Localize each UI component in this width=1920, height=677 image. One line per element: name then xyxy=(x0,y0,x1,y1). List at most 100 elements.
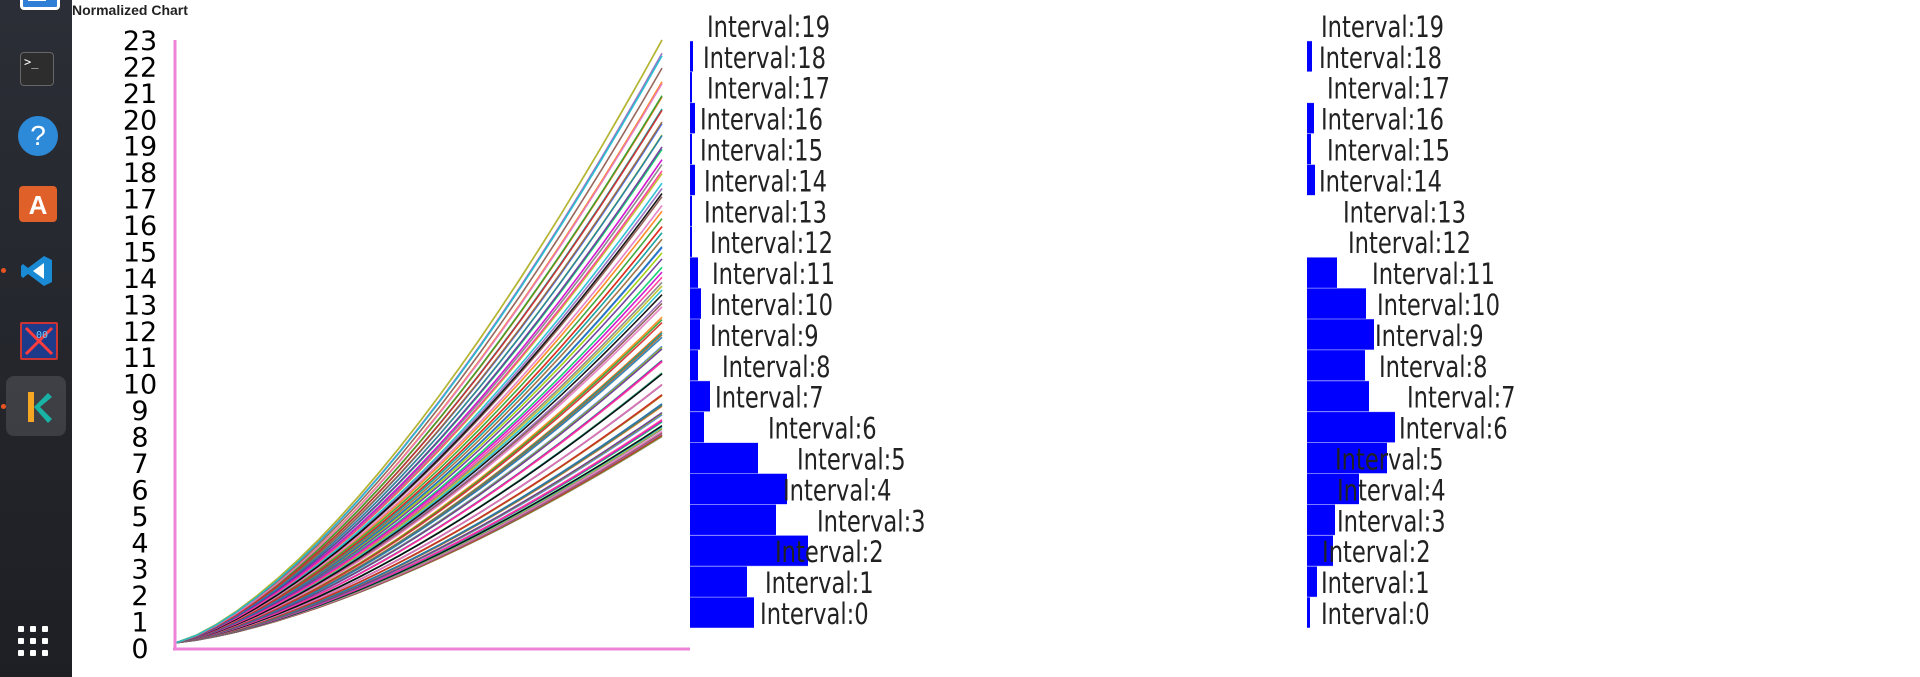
store-icon: A xyxy=(19,186,57,222)
bar-label: Interval:17 xyxy=(707,73,830,106)
line-series xyxy=(175,170,663,644)
bar xyxy=(1307,535,1333,567)
bar-label: Interval:11 xyxy=(712,258,835,291)
bar xyxy=(1307,597,1310,628)
dock-item-gitkraken[interactable] xyxy=(6,376,66,436)
bar xyxy=(1307,164,1315,196)
grid-icon[interactable] xyxy=(18,626,54,662)
bar-chart-right: Interval:0Interval:1Interval:2Interval:3… xyxy=(1307,11,1516,632)
y-tick-label: 17 xyxy=(123,185,157,216)
bar-label: Interval:10 xyxy=(710,289,833,322)
gitkraken-icon xyxy=(20,390,54,424)
dock-item-vscode[interactable] xyxy=(6,240,66,300)
page-title: Normalized Chart xyxy=(72,2,188,18)
bar-label: Interval:15 xyxy=(1327,135,1450,168)
bar-label: Interval:1 xyxy=(1321,567,1430,600)
line-series xyxy=(175,373,663,644)
bar-label: Interval:14 xyxy=(704,166,827,199)
line-series xyxy=(175,238,663,644)
dock-item-terminal[interactable]: >_ xyxy=(6,38,66,98)
bar xyxy=(690,71,692,103)
y-tick-label: 8 xyxy=(131,423,148,454)
bar xyxy=(690,288,701,319)
bar xyxy=(1307,411,1395,443)
bar xyxy=(1307,133,1311,165)
bar-label: Interval:19 xyxy=(1321,11,1444,44)
dock-item-hex-viewer[interactable]: 00 xyxy=(6,308,66,368)
bar-label: Interval:0 xyxy=(760,598,869,631)
y-tick-label: 12 xyxy=(123,317,157,348)
line-series xyxy=(175,361,663,644)
line-series xyxy=(175,193,663,644)
bar-label: Interval:7 xyxy=(1407,382,1516,415)
bar xyxy=(690,226,692,258)
y-tick-label: 20 xyxy=(123,105,157,136)
line-series xyxy=(175,135,663,644)
svg-text:00: 00 xyxy=(36,330,48,341)
y-tick-label: 21 xyxy=(123,79,157,110)
dock-item-help[interactable]: ? xyxy=(6,104,66,164)
bar xyxy=(690,597,754,628)
line-series xyxy=(175,246,663,644)
bar xyxy=(690,349,698,381)
line-series xyxy=(175,205,663,644)
bar-label: Interval:18 xyxy=(703,42,826,75)
y-tick-label: 0 xyxy=(131,634,148,665)
line-series xyxy=(175,247,663,644)
bar xyxy=(690,566,747,598)
y-tick-label: 15 xyxy=(123,237,157,268)
bar xyxy=(690,319,700,350)
bar-label: Interval:13 xyxy=(704,197,827,230)
line-series xyxy=(175,164,663,644)
dock-item-app-center[interactable]: A xyxy=(6,172,66,232)
terminal-icon: >_ xyxy=(20,52,54,86)
line-series xyxy=(175,258,663,644)
vscode-icon xyxy=(20,254,54,288)
y-tick-label: 7 xyxy=(131,449,148,480)
running-indicator xyxy=(1,404,6,409)
bar-label: Interval:15 xyxy=(700,135,823,168)
bar xyxy=(1307,319,1374,350)
help-icon: ? xyxy=(18,116,58,156)
bar-label: Interval:8 xyxy=(1379,351,1488,384)
dock: >_? A 00 xyxy=(0,0,72,677)
y-tick-label: 14 xyxy=(123,264,157,295)
bar-label: Interval:12 xyxy=(710,228,833,261)
y-tick-label: 11 xyxy=(123,343,157,374)
bar-label: Interval:3 xyxy=(1337,506,1446,539)
bar xyxy=(1307,380,1369,412)
bar-label: Interval:3 xyxy=(817,506,926,539)
bar-label: Interval:9 xyxy=(1375,320,1484,353)
bar-label: Interval:18 xyxy=(1319,42,1442,75)
line-series xyxy=(175,109,663,644)
bar-label: Interval:5 xyxy=(1335,444,1444,477)
bar-label: Interval:2 xyxy=(1322,537,1431,570)
y-tick-label: 6 xyxy=(131,475,148,506)
y-tick-label: 2 xyxy=(131,581,148,612)
line-series xyxy=(175,336,663,644)
y-tick-label: 22 xyxy=(123,52,157,83)
bar xyxy=(1307,442,1387,474)
bar xyxy=(690,257,698,289)
y-tick-label: 19 xyxy=(123,132,157,163)
bar-label: Interval:13 xyxy=(1343,197,1466,230)
line-series xyxy=(175,276,663,644)
bar-label: Interval:14 xyxy=(1319,166,1442,199)
hex-viewer-icon: 00 xyxy=(20,322,58,360)
line-series xyxy=(175,67,663,644)
y-tick-label: 10 xyxy=(123,370,157,401)
bar-label: Interval:6 xyxy=(768,413,877,446)
y-tick-label: 9 xyxy=(131,396,148,427)
bar-label: Interval:0 xyxy=(1321,598,1430,631)
dock-item-text-editor[interactable] xyxy=(6,0,66,40)
y-tick-label: 23 xyxy=(123,26,157,57)
bar-label: Interval:1 xyxy=(765,567,874,600)
bar xyxy=(690,40,693,72)
bar xyxy=(1307,288,1366,319)
bar xyxy=(690,411,704,443)
y-tick-label: 5 xyxy=(131,502,148,533)
bar-label: Interval:4 xyxy=(1337,475,1446,508)
bar xyxy=(690,195,692,227)
